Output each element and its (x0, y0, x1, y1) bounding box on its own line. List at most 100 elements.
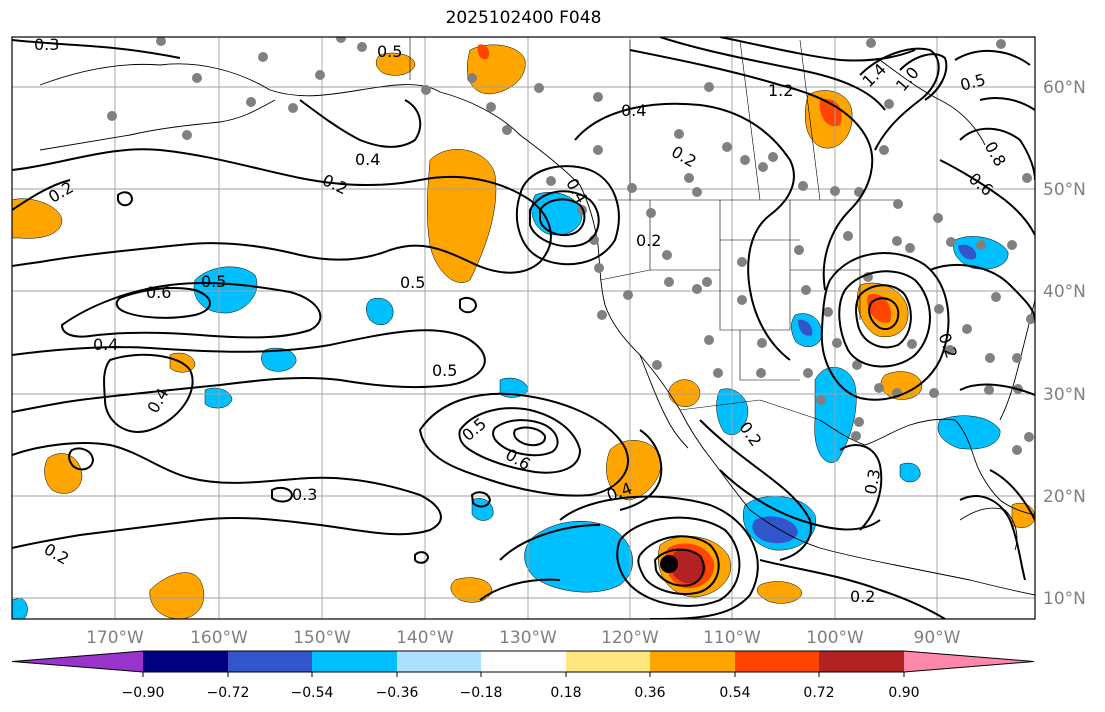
contour-line (574, 102, 795, 361)
contour-label: 0.5 (400, 273, 425, 292)
contour-line (619, 429, 663, 511)
map-frame (11, 36, 1036, 620)
contour-line (299, 99, 422, 148)
contour-label: 0.2 (850, 587, 875, 606)
shade-positive (427, 149, 497, 283)
lat-tick-label: 30°N (1043, 385, 1086, 405)
contour-label: 1.2 (768, 81, 793, 100)
contour-label: 0.5 (201, 272, 226, 291)
contour-label: 0.3 (861, 468, 884, 496)
shade-negative (204, 387, 233, 409)
shade-negative (531, 192, 583, 236)
contour-line (499, 524, 601, 561)
colorbar-segment (650, 651, 735, 672)
shade-negative (524, 521, 633, 593)
colorbar-label: −0.72 (207, 685, 250, 701)
contour-line (616, 516, 741, 607)
contour-line (868, 297, 900, 330)
contour-line (954, 49, 1031, 66)
contour-label: 0.3 (34, 35, 59, 54)
contour-line (859, 47, 940, 151)
contour-line (899, 53, 948, 101)
contour-line (854, 284, 912, 349)
contour-line (989, 469, 1035, 521)
province-borders (629, 39, 821, 201)
colorbar-label: −0.90 (122, 685, 165, 701)
contour-line (719, 37, 916, 62)
shade-negative (12, 597, 28, 619)
shade-positive (670, 549, 706, 584)
colorbar: −0.90 −0.72 −0.54 −0.36 −0.18 0.18 0.36 … (11, 650, 1035, 701)
contour-line (959, 127, 1035, 181)
colorbar-label: −0.36 (376, 685, 419, 701)
contour-line (637, 535, 720, 596)
contour-line (459, 297, 478, 314)
station-markers (107, 37, 1035, 455)
colorbar-segments (11, 650, 1035, 673)
shade-negative (752, 516, 798, 544)
contour-line (68, 447, 95, 471)
coastline-aleutians (39, 99, 276, 151)
lon-tick-label: 110°W (703, 628, 761, 648)
contour-line (479, 578, 561, 601)
contour-line (529, 190, 600, 248)
shade-positive (668, 379, 701, 408)
lat-tick-label: 20°N (1043, 487, 1086, 507)
shade-positive (149, 572, 205, 619)
lat-tick-label: 50°N (1043, 180, 1086, 200)
contour-line (820, 252, 950, 401)
colorbar-ticks (142, 672, 905, 677)
contour-line (939, 159, 1035, 236)
contour-label: 0.4 (93, 335, 118, 354)
contour-line (699, 419, 812, 561)
contour-line (12, 39, 181, 59)
coastlines (39, 59, 1035, 596)
contour-lines (12, 37, 1035, 619)
shade-negative (958, 244, 977, 260)
contour-line (117, 191, 134, 207)
coastline-baja (639, 354, 689, 449)
shade-negative (953, 236, 1009, 270)
contour-label: 0.4 (621, 101, 646, 120)
contour-line (759, 559, 946, 619)
contour-line (959, 383, 1035, 396)
coastline-gulf (819, 418, 1035, 516)
contour-line (60, 282, 322, 339)
lon-tick-label: 90°W (914, 628, 961, 648)
map-title: 2025102400 F048 (445, 8, 602, 28)
contour-line (103, 353, 194, 433)
lat-tick-label: 10°N (1043, 589, 1086, 609)
contour-line (559, 495, 759, 619)
shade-positive (606, 440, 662, 501)
lon-tick-label: 170°W (86, 628, 144, 648)
contour-line (515, 165, 620, 266)
contour-line (838, 270, 931, 368)
contour-line (513, 426, 547, 447)
contour-line (12, 329, 486, 413)
shade-positive (819, 98, 842, 127)
colorbar-label: 0.72 (803, 685, 834, 701)
coastline-yucatan (959, 507, 1018, 551)
contour-label: 0.5 (377, 42, 402, 61)
contour-line (979, 97, 1035, 111)
colorbar-label: −0.54 (291, 685, 334, 701)
colorbar-segment (228, 651, 312, 672)
colorbar-segment (735, 651, 819, 672)
shade-negative (798, 319, 813, 336)
contour-line (271, 487, 294, 503)
shade-positive (375, 52, 416, 76)
lon-tick-labels: 170°W 160°W 150°W 140°W 130°W 120°W 110°… (86, 628, 961, 648)
contour-line (629, 49, 874, 291)
colorbar-label: 0.90 (888, 685, 919, 701)
shade-positive (477, 44, 490, 60)
shade-positive (450, 577, 493, 603)
colorbar-extend-max (904, 651, 1034, 672)
colorbar-label: 0.18 (550, 685, 581, 701)
shade-negative (366, 297, 394, 326)
colorbar-extend-min (12, 651, 143, 672)
colorbar-segment (143, 651, 228, 672)
contour-line (470, 491, 492, 508)
contour-label: 0.5 (432, 361, 457, 380)
colorbar-label: 0.54 (719, 685, 750, 701)
storm-center-icon (660, 555, 678, 573)
